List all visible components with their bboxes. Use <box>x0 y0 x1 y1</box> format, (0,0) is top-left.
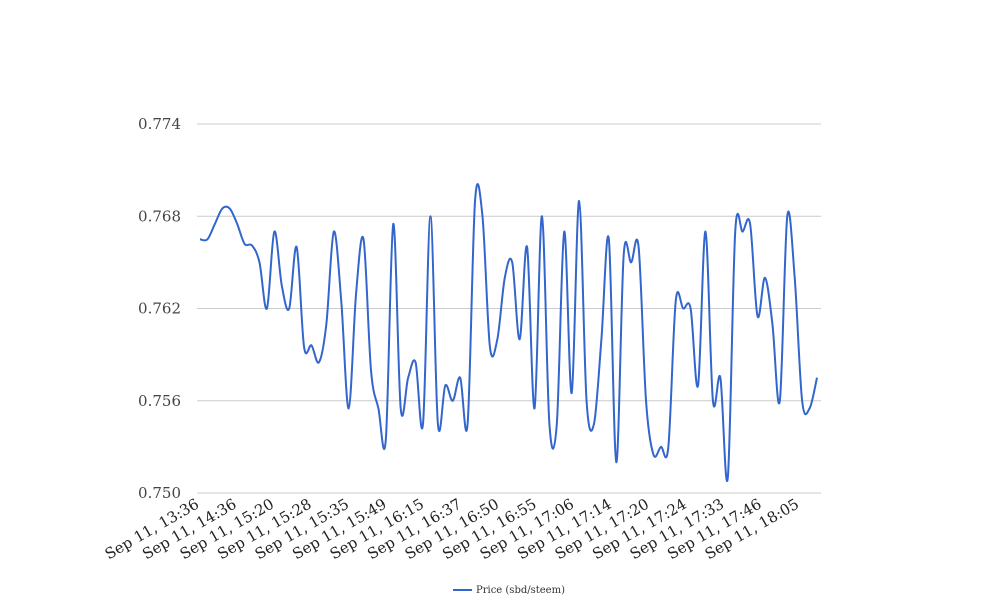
data-point[interactable] <box>635 243 643 251</box>
data-point[interactable] <box>211 220 219 228</box>
data-point[interactable] <box>605 235 613 243</box>
data-point[interactable] <box>776 397 784 405</box>
data-point[interactable] <box>545 420 553 428</box>
data-point[interactable] <box>337 297 345 305</box>
data-point[interactable] <box>196 235 204 243</box>
data-point[interactable] <box>768 320 776 328</box>
data-point[interactable] <box>590 420 598 428</box>
data-point[interactable] <box>798 397 806 405</box>
data-point[interactable] <box>560 228 568 236</box>
y-tick-label: 0.750 <box>138 484 181 502</box>
data-point[interactable] <box>754 312 762 320</box>
data-point[interactable] <box>627 258 635 266</box>
legend-label: Price (sbd/steem) <box>476 585 565 596</box>
data-point[interactable] <box>241 240 249 248</box>
y-tick-label: 0.768 <box>138 207 181 225</box>
data-point[interactable] <box>701 228 709 236</box>
data-point[interactable] <box>285 305 293 313</box>
data-point[interactable] <box>203 235 211 243</box>
data-point[interactable] <box>568 389 576 397</box>
data-point[interactable] <box>486 343 494 351</box>
data-point[interactable] <box>806 404 814 412</box>
data-point[interactable] <box>456 374 464 382</box>
data-point[interactable] <box>679 305 687 313</box>
y-tick-label: 0.762 <box>138 300 181 318</box>
data-point[interactable] <box>612 458 620 466</box>
data-point[interactable] <box>731 228 739 236</box>
data-point[interactable] <box>523 243 531 251</box>
data-point[interactable] <box>389 220 397 228</box>
data-point[interactable] <box>464 420 472 428</box>
data-point[interactable] <box>449 397 457 405</box>
data-point[interactable] <box>813 374 821 382</box>
data-point[interactable] <box>382 435 390 443</box>
data-point[interactable] <box>255 258 263 266</box>
data-point[interactable] <box>322 320 330 328</box>
data-point[interactable] <box>352 289 360 297</box>
data-point[interactable] <box>501 274 509 282</box>
data-point[interactable] <box>664 443 672 451</box>
data-point[interactable] <box>531 404 539 412</box>
data-point[interactable] <box>308 341 316 349</box>
data-point[interactable] <box>538 212 546 220</box>
data-point[interactable] <box>761 274 769 282</box>
series-line[interactable] <box>199 183 818 482</box>
data-point[interactable] <box>783 212 791 220</box>
y-tick-label: 0.756 <box>138 392 181 410</box>
data-point[interactable] <box>709 397 717 405</box>
data-point[interactable] <box>672 297 680 305</box>
data-point[interactable] <box>583 397 591 405</box>
data-point[interactable] <box>620 251 628 259</box>
data-point[interactable] <box>791 274 799 282</box>
data-point[interactable] <box>300 343 308 351</box>
data-point[interactable] <box>315 358 323 366</box>
data-point[interactable] <box>649 451 657 459</box>
data-point[interactable] <box>434 420 442 428</box>
data-point[interactable] <box>419 420 427 428</box>
data-point[interactable] <box>657 443 665 451</box>
data-point[interactable] <box>426 212 434 220</box>
data-point[interactable] <box>226 205 234 213</box>
data-point[interactable] <box>293 243 301 251</box>
series-layer <box>196 183 821 482</box>
data-point[interactable] <box>724 474 732 482</box>
y-axis-ticks: 0.750 0.756 0.762 0.768 0.774 <box>138 115 181 502</box>
data-point[interactable] <box>746 220 754 228</box>
data-point[interactable] <box>716 374 724 382</box>
data-point[interactable] <box>345 404 353 412</box>
data-point[interactable] <box>404 374 412 382</box>
data-point[interactable] <box>360 235 368 243</box>
data-point[interactable] <box>471 197 479 205</box>
data-point[interactable] <box>478 212 486 220</box>
data-point[interactable] <box>441 381 449 389</box>
data-point[interactable] <box>642 397 650 405</box>
data-point[interactable] <box>218 205 226 213</box>
data-point[interactable] <box>687 305 695 313</box>
data-point[interactable] <box>516 335 524 343</box>
data-point[interactable] <box>278 281 286 289</box>
legend[interactable]: Price (sbd/steem) <box>453 585 565 596</box>
data-point[interactable] <box>575 197 583 205</box>
data-point[interactable] <box>694 381 702 389</box>
data-point[interactable] <box>493 335 501 343</box>
data-point[interactable] <box>248 241 256 249</box>
data-point[interactable] <box>367 366 375 374</box>
data-point[interactable] <box>597 335 605 343</box>
data-point[interactable] <box>330 228 338 236</box>
data-point[interactable] <box>270 228 278 236</box>
data-point[interactable] <box>233 220 241 228</box>
data-point[interactable] <box>263 305 271 313</box>
data-point[interactable] <box>508 258 516 266</box>
data-point[interactable] <box>412 358 420 366</box>
data-point[interactable] <box>374 404 382 412</box>
data-point[interactable] <box>739 228 747 236</box>
data-point[interactable] <box>553 420 561 428</box>
data-point[interactable] <box>397 404 405 412</box>
y-tick-label: 0.774 <box>138 115 181 133</box>
